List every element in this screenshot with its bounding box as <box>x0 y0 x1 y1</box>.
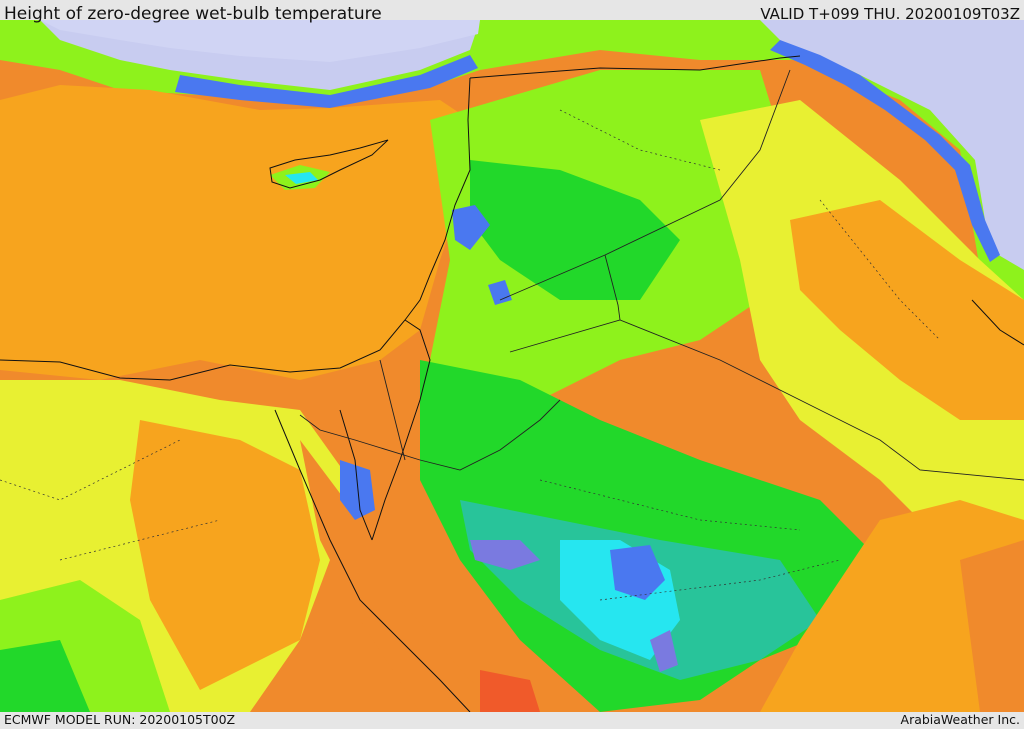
red-sea-red <box>480 670 540 712</box>
border-0 <box>379 359 406 461</box>
taurus-blue-edge <box>175 55 478 108</box>
header-bar <box>0 0 1024 20</box>
cyprus-cyan <box>285 172 318 184</box>
coastline-1 <box>269 139 389 189</box>
valid-time: VALID T+099 THU. 20200109T03Z <box>760 5 1020 23</box>
arabia-blue-core <box>610 545 665 600</box>
province-border-3 <box>819 199 941 341</box>
egypt-orange-core <box>130 420 320 690</box>
border-2 <box>419 399 561 471</box>
iran-lavender <box>760 20 1024 270</box>
syria-green <box>470 160 680 300</box>
province-border-4 <box>539 479 801 531</box>
credit: ArabiaWeather Inc. <box>900 712 1020 727</box>
coastline-4 <box>274 409 471 713</box>
red-sea-orange <box>300 440 520 712</box>
lebanon-blue <box>452 205 490 250</box>
coastline-2 <box>371 319 431 541</box>
coastline-3 <box>339 409 373 541</box>
coastline-0 <box>0 77 471 381</box>
border-3 <box>604 254 621 321</box>
mediterranean-orange <box>0 85 470 380</box>
province-border-5 <box>599 559 841 601</box>
model-run: ECMWF MODEL RUN: 20200105T00Z <box>4 712 236 727</box>
gulf-orange <box>790 200 1024 420</box>
map-title: Height of zero-degree wet-bulb temperatu… <box>4 4 382 24</box>
coastline-5 <box>469 55 801 79</box>
sudan-deep-green <box>0 640 90 712</box>
footer-bar <box>0 712 1024 729</box>
oman-deep-orange <box>960 540 1024 712</box>
province-border-0 <box>0 439 181 501</box>
jordan-blue-spot <box>488 280 512 305</box>
zagros-blue-edge <box>770 40 1000 262</box>
arabia-violet-spot <box>650 630 678 672</box>
boundary-lines <box>0 55 1024 713</box>
oman-orange <box>760 500 1024 712</box>
border-5 <box>299 414 421 461</box>
hejaz-violet <box>470 540 540 570</box>
coastline-6 <box>971 299 1024 346</box>
turkey-lavender-inner <box>40 20 480 62</box>
border-4 <box>499 69 791 301</box>
